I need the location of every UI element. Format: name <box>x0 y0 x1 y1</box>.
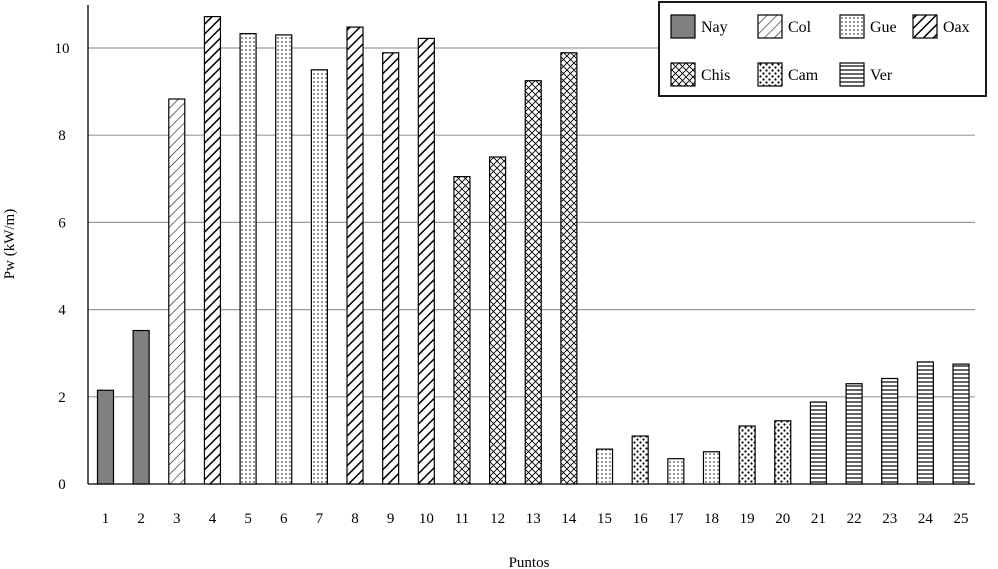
bar-punto-7 <box>310 69 328 485</box>
x-tick-label: 18 <box>704 511 719 527</box>
x-axis-label: Puntos <box>509 555 550 569</box>
bar-punto-24 <box>916 361 934 485</box>
x-tick-label: 6 <box>280 511 288 527</box>
x-tick-label: 14 <box>561 511 577 527</box>
legend-label-ver: Ver <box>870 67 893 84</box>
bar-punto-6 <box>275 34 293 485</box>
x-tick-label: 25 <box>954 511 969 527</box>
legend-label-cam: Cam <box>788 67 819 84</box>
bar-punto-14 <box>560 52 578 485</box>
legend-swatch-oax <box>912 14 938 39</box>
x-tick-label: 9 <box>387 511 395 527</box>
bars <box>96 16 970 485</box>
bar-punto-15 <box>595 448 614 485</box>
x-tick-label: 8 <box>351 511 359 527</box>
legend-label-nay: Nay <box>701 19 728 36</box>
x-tick-label: 15 <box>597 511 612 527</box>
bar-punto-18 <box>702 451 721 485</box>
bar-punto-11 <box>453 176 471 485</box>
legend-label-gue: Gue <box>870 19 897 36</box>
legend: Nay Col Gue Oax Chis Cam Ver <box>658 1 987 97</box>
bar-punto-9 <box>382 52 400 485</box>
bar-punto-22 <box>845 383 863 485</box>
bar-punto-10 <box>417 37 435 485</box>
x-tick-label: 12 <box>490 511 505 527</box>
x-tick-label: 22 <box>847 511 862 527</box>
y-axis-label: Pw (kW/m) <box>2 209 18 279</box>
x-tick-label: 19 <box>740 511 755 527</box>
x-tick-label: 17 <box>668 511 684 527</box>
legend-swatch-ver <box>839 62 865 87</box>
y-tick-label: 6 <box>58 215 66 231</box>
bar-punto-23 <box>881 377 899 485</box>
bar-punto-21 <box>809 401 828 485</box>
legend-swatch-cam <box>757 62 783 87</box>
bar-punto-13 <box>524 80 542 485</box>
x-tick-label: 7 <box>316 511 324 527</box>
x-tick-label: 3 <box>173 511 181 527</box>
bar-punto-8 <box>346 26 364 485</box>
x-tick-label: 1 <box>102 511 110 527</box>
x-tick-label: 13 <box>526 511 541 527</box>
x-tick-label: 2 <box>137 511 145 527</box>
bar-punto-25 <box>952 363 970 485</box>
bar-punto-5 <box>239 33 257 485</box>
y-tick-label: 8 <box>58 128 66 144</box>
bar-punto-20 <box>774 420 792 485</box>
legend-swatch-col <box>757 14 783 39</box>
bar-punto-16 <box>631 435 649 485</box>
x-tick-label: 11 <box>455 511 469 527</box>
legend-label-col: Col <box>788 19 812 36</box>
y-tick-label: 10 <box>55 41 70 57</box>
legend-swatch-gue <box>839 14 865 39</box>
x-tick-label: 23 <box>882 511 897 527</box>
bar-punto-1 <box>96 389 115 485</box>
x-tick-label: 16 <box>633 511 649 527</box>
x-tick-label: 5 <box>244 511 252 527</box>
x-tick-label: 24 <box>918 511 934 527</box>
legend-swatch-nay <box>670 14 696 39</box>
x-tick-label: 21 <box>811 511 826 527</box>
bar-punto-19 <box>738 425 756 485</box>
y-tick-labels: 0 2 4 6 8 10 <box>55 41 70 493</box>
bar-punto-12 <box>489 156 507 485</box>
x-tick-label: 10 <box>419 511 434 527</box>
bar-punto-2 <box>132 329 150 485</box>
legend-label-oax: Oax <box>943 19 970 36</box>
x-tick-label: 20 <box>775 511 790 527</box>
legend-swatch-chis <box>670 62 696 87</box>
bar-punto-17 <box>667 458 685 485</box>
bar-punto-4 <box>203 16 222 485</box>
bar-punto-3 <box>168 98 186 485</box>
x-tick-label: 4 <box>209 511 217 527</box>
y-tick-label: 0 <box>58 477 66 493</box>
y-tick-label: 4 <box>58 303 66 319</box>
legend-label-chis: Chis <box>701 67 730 84</box>
y-tick-label: 2 <box>58 390 66 406</box>
x-tick-labels: 1 2 3 4 5 6 7 8 9 10 11 12 13 14 15 16 17 18 19 20 21 22 23 24 2… <box>102 511 969 527</box>
